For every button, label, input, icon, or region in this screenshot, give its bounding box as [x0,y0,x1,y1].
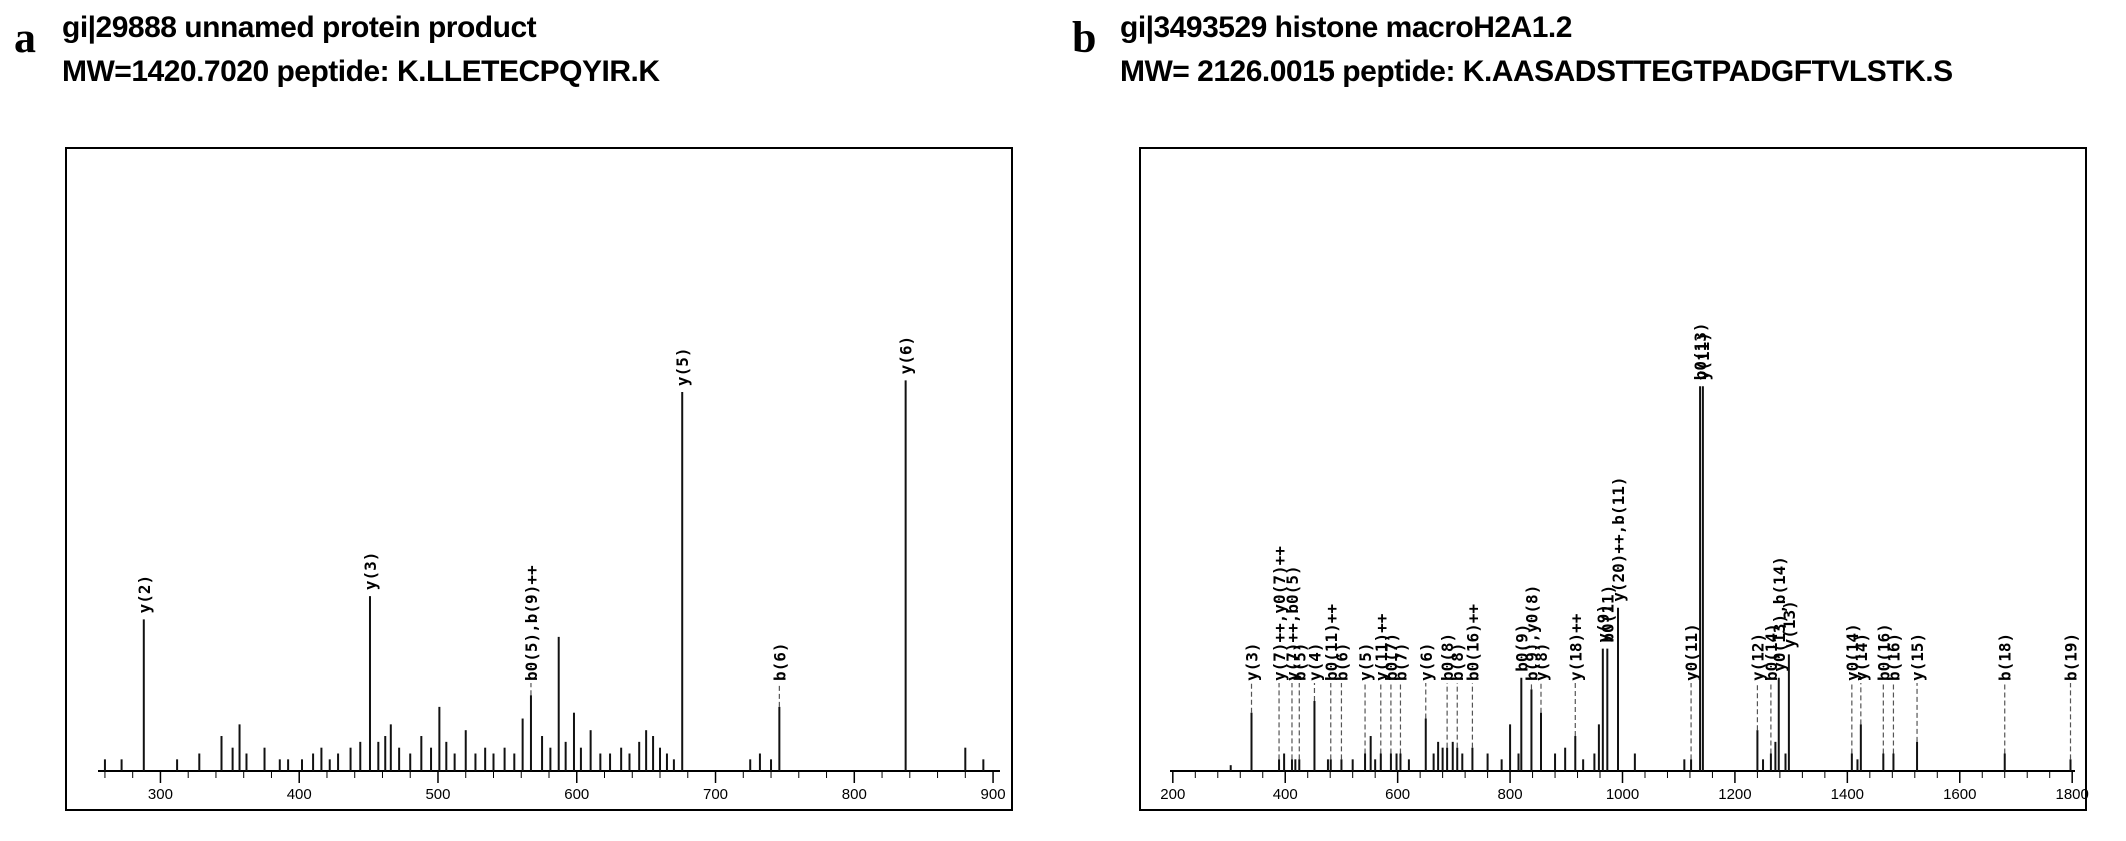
x-tick-label-b: 600 [1385,786,1410,803]
panel-a-title: gi|29888 unnamed protein product MW=1420… [62,6,660,94]
peak-label-a: b(6) [770,642,789,681]
panel-a-title-line1: gi|29888 unnamed protein product [62,11,537,44]
peak-label-b: y0(14) [1843,623,1862,681]
x-tick-label-b: 1000 [1606,786,1639,803]
peak-label-b: b(7) [1391,642,1410,681]
peak-label-b: y(15) [1908,633,1927,681]
peak-label-a: b0(5),b(9)++ [522,565,541,681]
peak-label-a: y(5) [673,348,692,387]
peak-label-b: y(7)++,y0(7)++ [1270,546,1289,681]
x-tick-label-b: 1600 [1943,786,1976,803]
peak-label-a: y(3) [361,552,380,591]
x-tick-label-a: 900 [981,786,1006,803]
peak-label-b: y(4) [1305,642,1324,681]
panel-b-title-line2: MW= 2126.0015 peptide: K.AASADSTTEGTPADG… [1120,55,1953,88]
panel-b-letter: b [1072,13,1097,62]
peak-label-b: y(7)++,b0(5) [1283,565,1302,681]
chart-frame-b [1139,147,2087,811]
chart-frame-a [65,147,1013,811]
panel-b-title: gi|3493529 histone macroH2A1.2 MW= 2126.… [1120,6,1953,94]
peak-label-b: b(8) [1448,642,1467,681]
peak-label-b: b(6) [1332,642,1351,681]
x-tick-label-a: 400 [287,786,312,803]
peak-label-b: y(11) [1694,332,1713,380]
peak-label-b: b0(7) [1382,633,1401,681]
peak-label-b: y(14) [1852,633,1871,681]
panel-b-title-line1: gi|3493529 histone macroH2A1.2 [1120,11,1572,44]
peak-label-b: b0(14) [1762,623,1781,681]
peak-label-b: y(6) [1417,642,1436,681]
peak-label-b: b(18) [1996,633,2015,681]
peak-label-b: y(11)++ [1372,613,1391,681]
peak-label-b: b0(16) [1874,623,1893,681]
peak-label-b: y(9) [1594,604,1613,643]
peak-label-b: y(13) [1780,600,1799,648]
peak-label-b: b(16) [1884,633,1903,681]
peak-label-b: y(3) [1243,642,1262,681]
peak-label-b: y(8) [1532,642,1551,681]
peak-label-b: y(5) [1356,642,1375,681]
x-tick-label-a: 600 [564,786,589,803]
peak-label-b: y0(13),b(14) [1770,556,1789,672]
peak-label-a: y(2) [135,575,154,614]
x-tick-label-a: 800 [842,786,867,803]
peak-label-b: b0(11) [1598,585,1617,643]
x-tick-label-b: 200 [1160,786,1185,803]
x-tick-label-a: 500 [425,786,450,803]
peak-label-b: b(9),y0(8) [1522,585,1541,681]
x-tick-label-a: 700 [703,786,728,803]
peak-label-b: y(18)++ [1566,613,1585,681]
x-tick-label-a: 300 [148,786,173,803]
x-tick-label-b: 800 [1498,786,1523,803]
x-tick-label-b: 1200 [1718,786,1751,803]
peak-label-b: b0(11)++ [1322,604,1341,681]
x-tick-label-b: 1800 [2056,786,2089,803]
peak-label-b: b0(8) [1438,633,1457,681]
peak-label-b: b0(16)++ [1463,604,1482,681]
panel-a-title-line2: MW=1420.7020 peptide: K.LLETECPQYIR.K [62,55,660,88]
peak-label-b: b0(9) [1512,624,1531,672]
peak-label-b: y(20)++,b(11) [1609,477,1628,602]
panel-a-letter: a [14,13,36,62]
peak-label-a: y(6) [897,336,916,375]
peak-label-b: b(19) [2062,633,2081,681]
peak-label-b: b(5) [1290,642,1309,681]
peak-label-b: y0(11) [1682,623,1701,681]
x-tick-label-b: 1400 [1831,786,1864,803]
peak-label-b: b0(13) [1691,322,1710,380]
x-tick-label-b: 400 [1273,786,1298,803]
peak-label-b: y(12) [1748,633,1767,681]
